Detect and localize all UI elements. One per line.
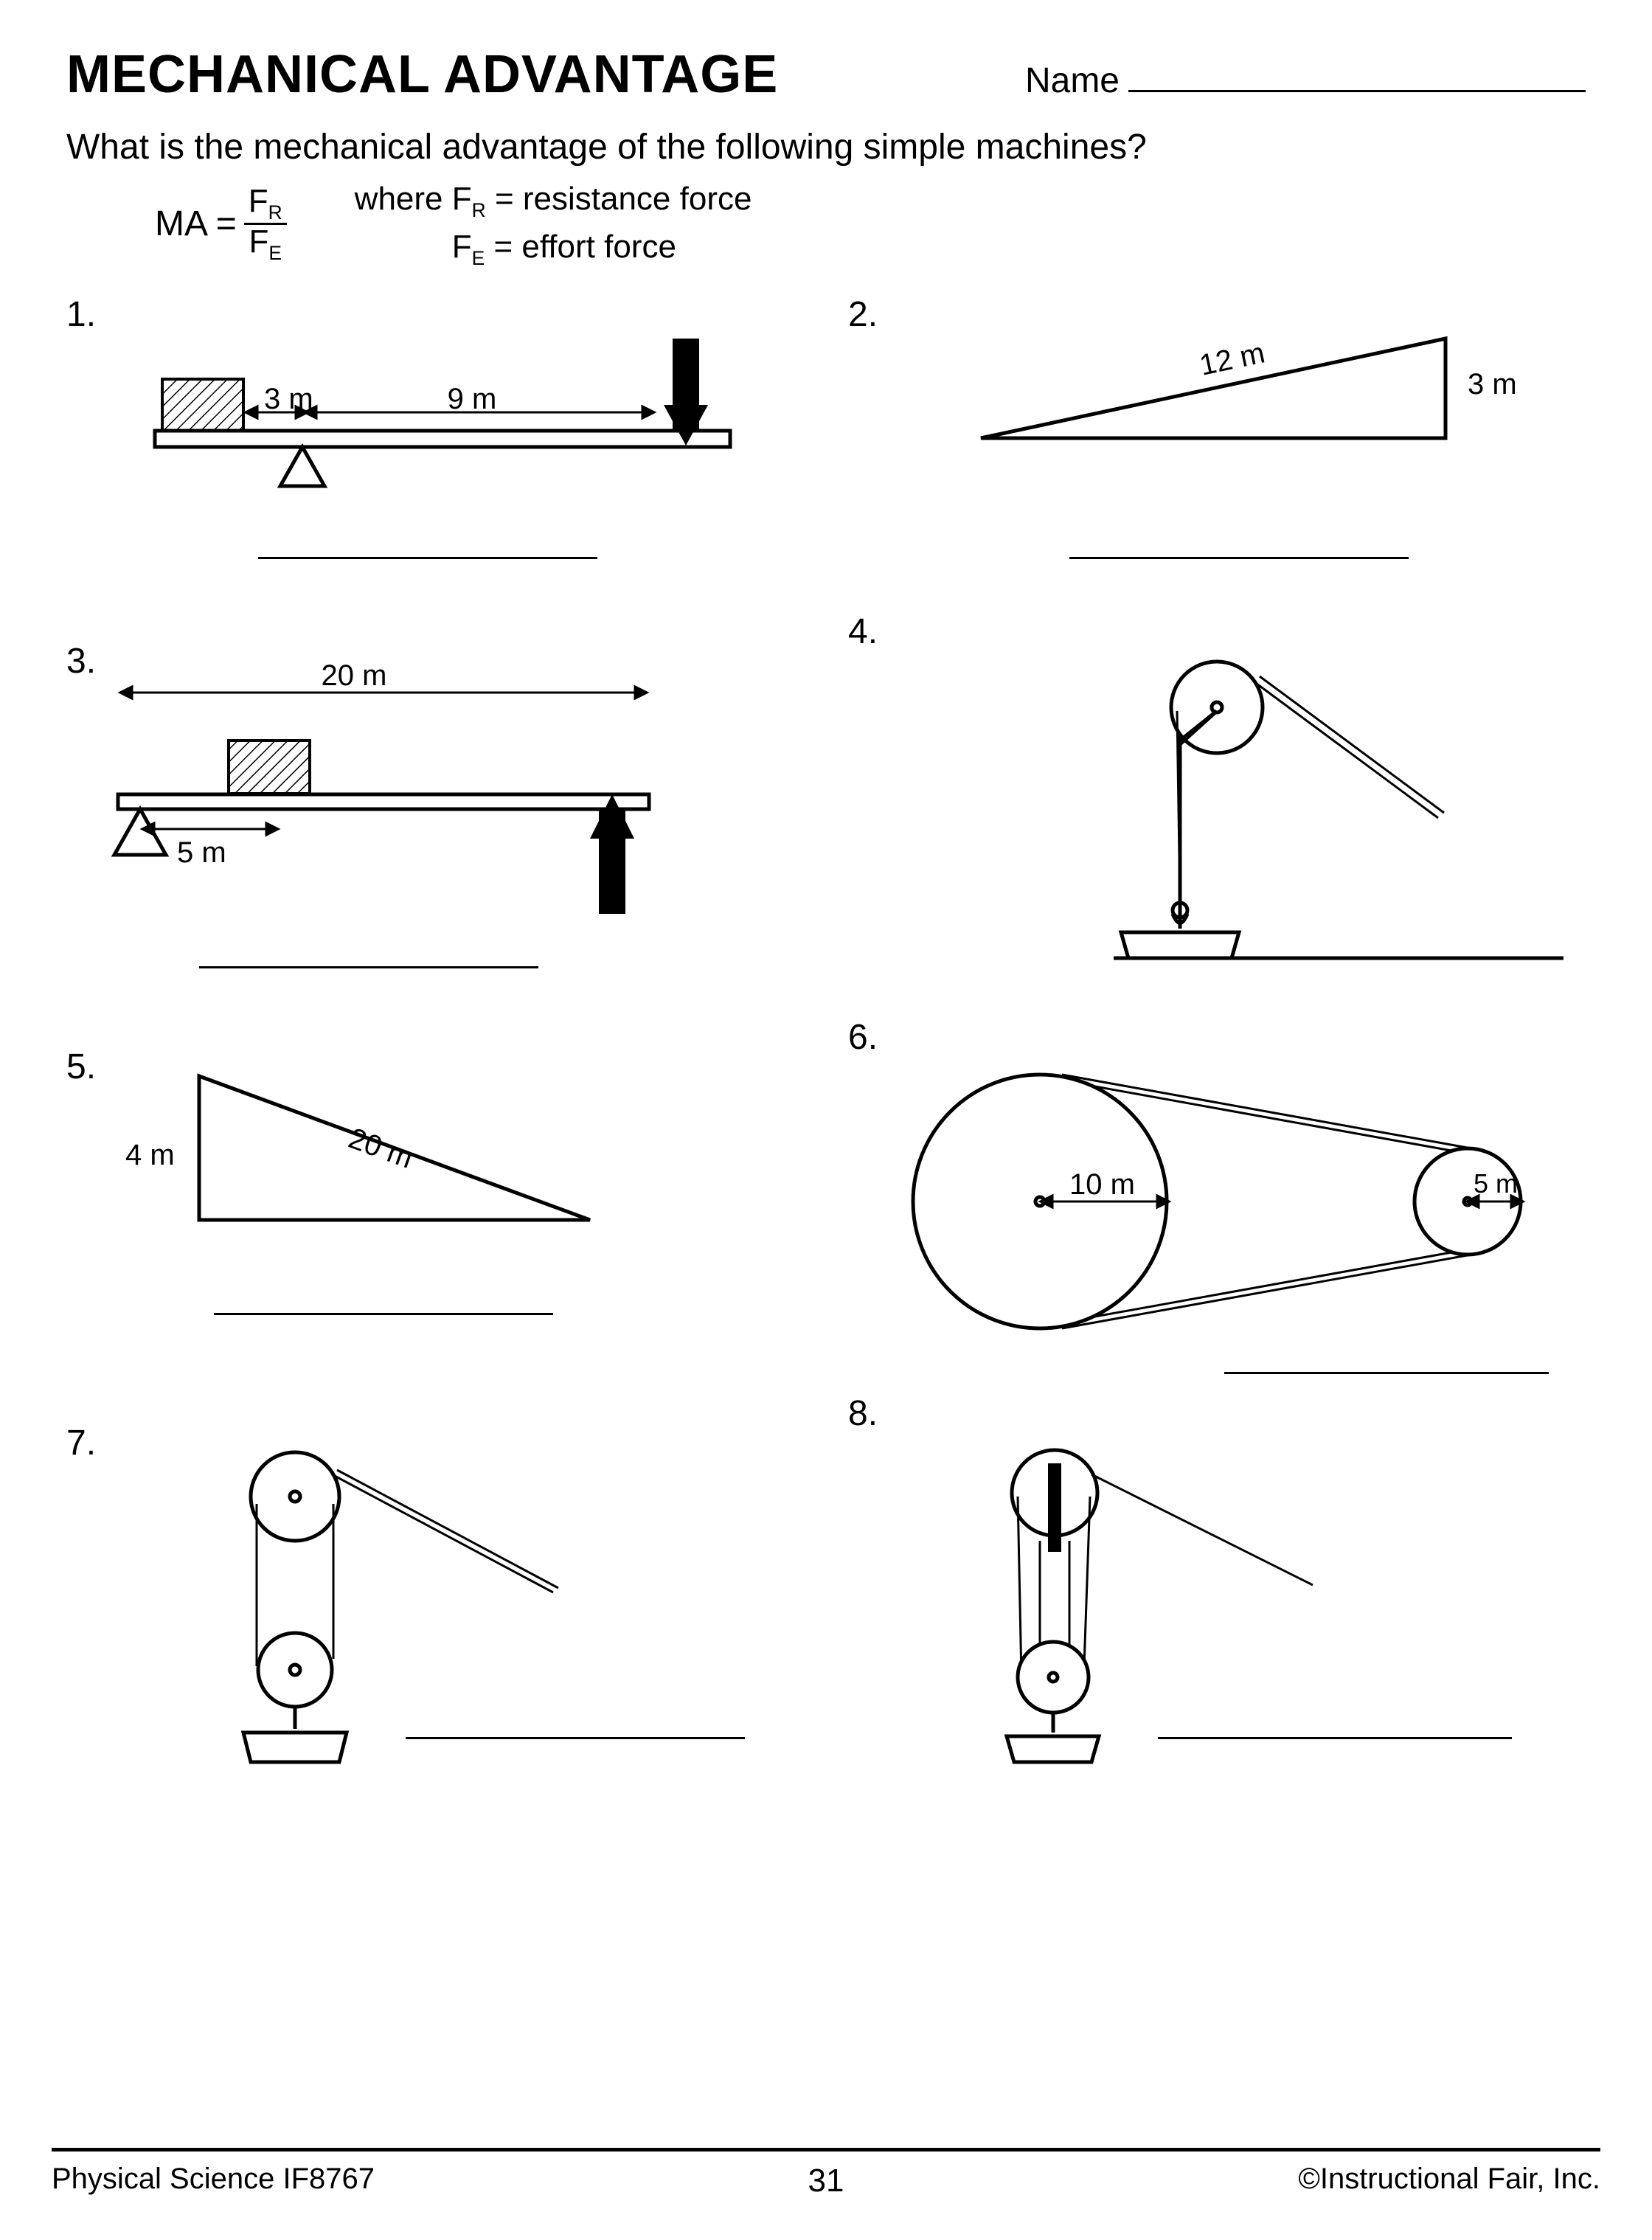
answer-blank[interactable] [406,1736,745,1739]
dim-height: 3 m [1468,368,1517,401]
ramp-diagram: 12 m 3 m [848,294,1586,619]
dim-5m: 5 m [1474,1168,1518,1199]
problem-number: 5. [66,1047,96,1087]
dim-9m: 9 m [448,383,497,415]
lever-diagram: 3 m 9 m [66,294,804,619]
pulley-diagram [848,641,1586,1024]
header: MECHANICAL ADVANTAGE Name [66,44,1586,105]
problem-number: 8. [848,1393,878,1434]
dim-height: 4 m [125,1139,175,1171]
dim-5m: 5 m [177,836,226,869]
dim-3m: 3 m [264,383,313,415]
problem-number: 1. [66,294,96,335]
pulley-diagram [66,1423,804,1806]
problems-grid: 1. 3 m 9 m 2. [66,294,1586,1806]
formula-lhs: MA = [155,204,237,244]
name-field[interactable]: Name [1025,55,1586,101]
answer-blank[interactable] [258,556,597,559]
fraction: FR FE [244,184,287,264]
answer-blank[interactable] [1246,957,1556,960]
pulley-diagram [848,1423,1586,1806]
problem-7: 7. [66,1423,804,1806]
name-label: Name [1025,60,1120,101]
footer-rule [52,2148,1600,2151]
answer-blank[interactable] [1069,556,1409,559]
worksheet-page: MECHANICAL ADVANTAGE Name What is the me… [0,0,1652,2240]
problem-3: 3. 20 m 5 m [66,641,804,1024]
footer: Physical Science IF8767 31 ©Instructiona… [52,2163,1600,2196]
problem-number: 3. [66,641,96,682]
problem-5: 5. 20 m 4 m [66,1047,804,1371]
dim-20m: 20 m [322,659,387,692]
question-text: What is the mechanical advantage of the … [66,127,1586,167]
problem-8: 8. [848,1423,1586,1806]
footer-left: Physical Science IF8767 [52,2163,375,2196]
answer-blank[interactable] [1224,1371,1549,1374]
formula: MA = FR FE where FR = resistance force w… [155,176,1586,272]
problem-number: 7. [66,1423,96,1463]
problem-2: 2. 12 m 3 m [848,294,1586,619]
problem-number: 2. [848,294,878,335]
answer-blank[interactable] [1158,1736,1512,1739]
dim-10m: 10 m [1069,1168,1135,1201]
problem-4: 4. [848,641,1586,1024]
problem-number: 4. [848,611,878,652]
page-title: MECHANICAL ADVANTAGE [66,44,778,105]
where-block: where FR = resistance force where FE = e… [355,176,752,272]
answer-blank[interactable] [214,1312,553,1315]
dim-hyp: 20 m [344,1122,417,1175]
footer-right: ©Instructional Fair, Inc. [1298,2163,1600,2196]
wheel-axle-diagram: 10 m 5 m [848,1047,1586,1401]
name-blank[interactable] [1128,55,1586,92]
problem-number: 6. [848,1017,878,1058]
problem-1: 1. 3 m 9 m [66,294,804,619]
dim-hyp: 12 m [1197,336,1268,382]
problem-6: 6. 10 m 5 m [848,1047,1586,1401]
answer-blank[interactable] [199,965,538,968]
ramp-diagram: 20 m 4 m [66,1047,804,1371]
page-number: 31 [808,2163,844,2199]
